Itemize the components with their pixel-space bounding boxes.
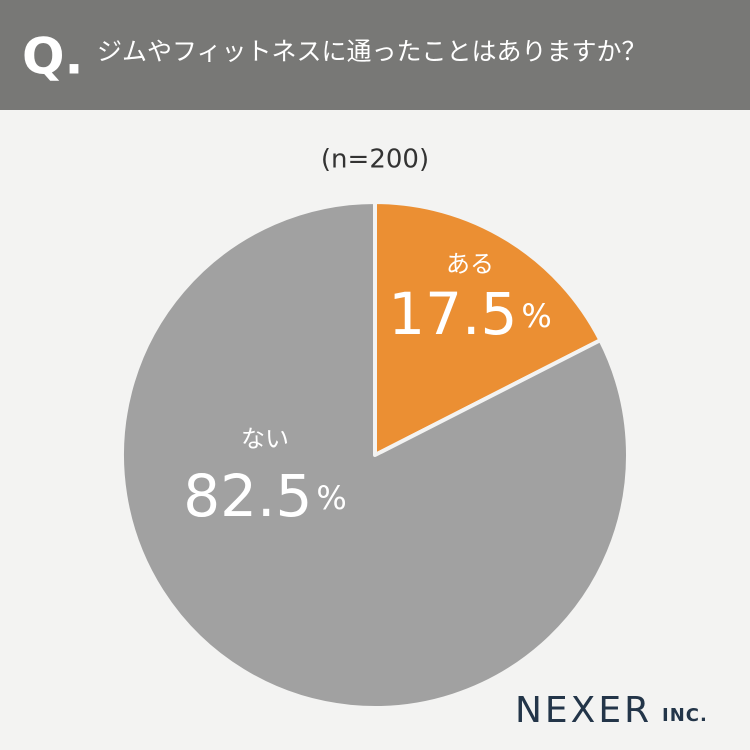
slice-value-label: 17.5%: [388, 280, 552, 348]
logo-name: NEXER: [515, 690, 652, 731]
slice-category: ない: [241, 425, 289, 453]
pie: [120, 200, 630, 710]
chart-title: ジムやフィットネスに通ったことはありますか？: [97, 37, 647, 66]
question-mark: Q.: [22, 28, 84, 86]
slice-value-label: 82.5%: [183, 462, 347, 530]
slice-category: ある: [446, 250, 494, 278]
pie-slice: [120, 200, 630, 710]
pie-slice: [373, 200, 603, 457]
header-bar: [0, 0, 750, 110]
logo-suffix: INC.: [662, 705, 708, 726]
chart-subtitle: (n=200): [321, 145, 429, 175]
